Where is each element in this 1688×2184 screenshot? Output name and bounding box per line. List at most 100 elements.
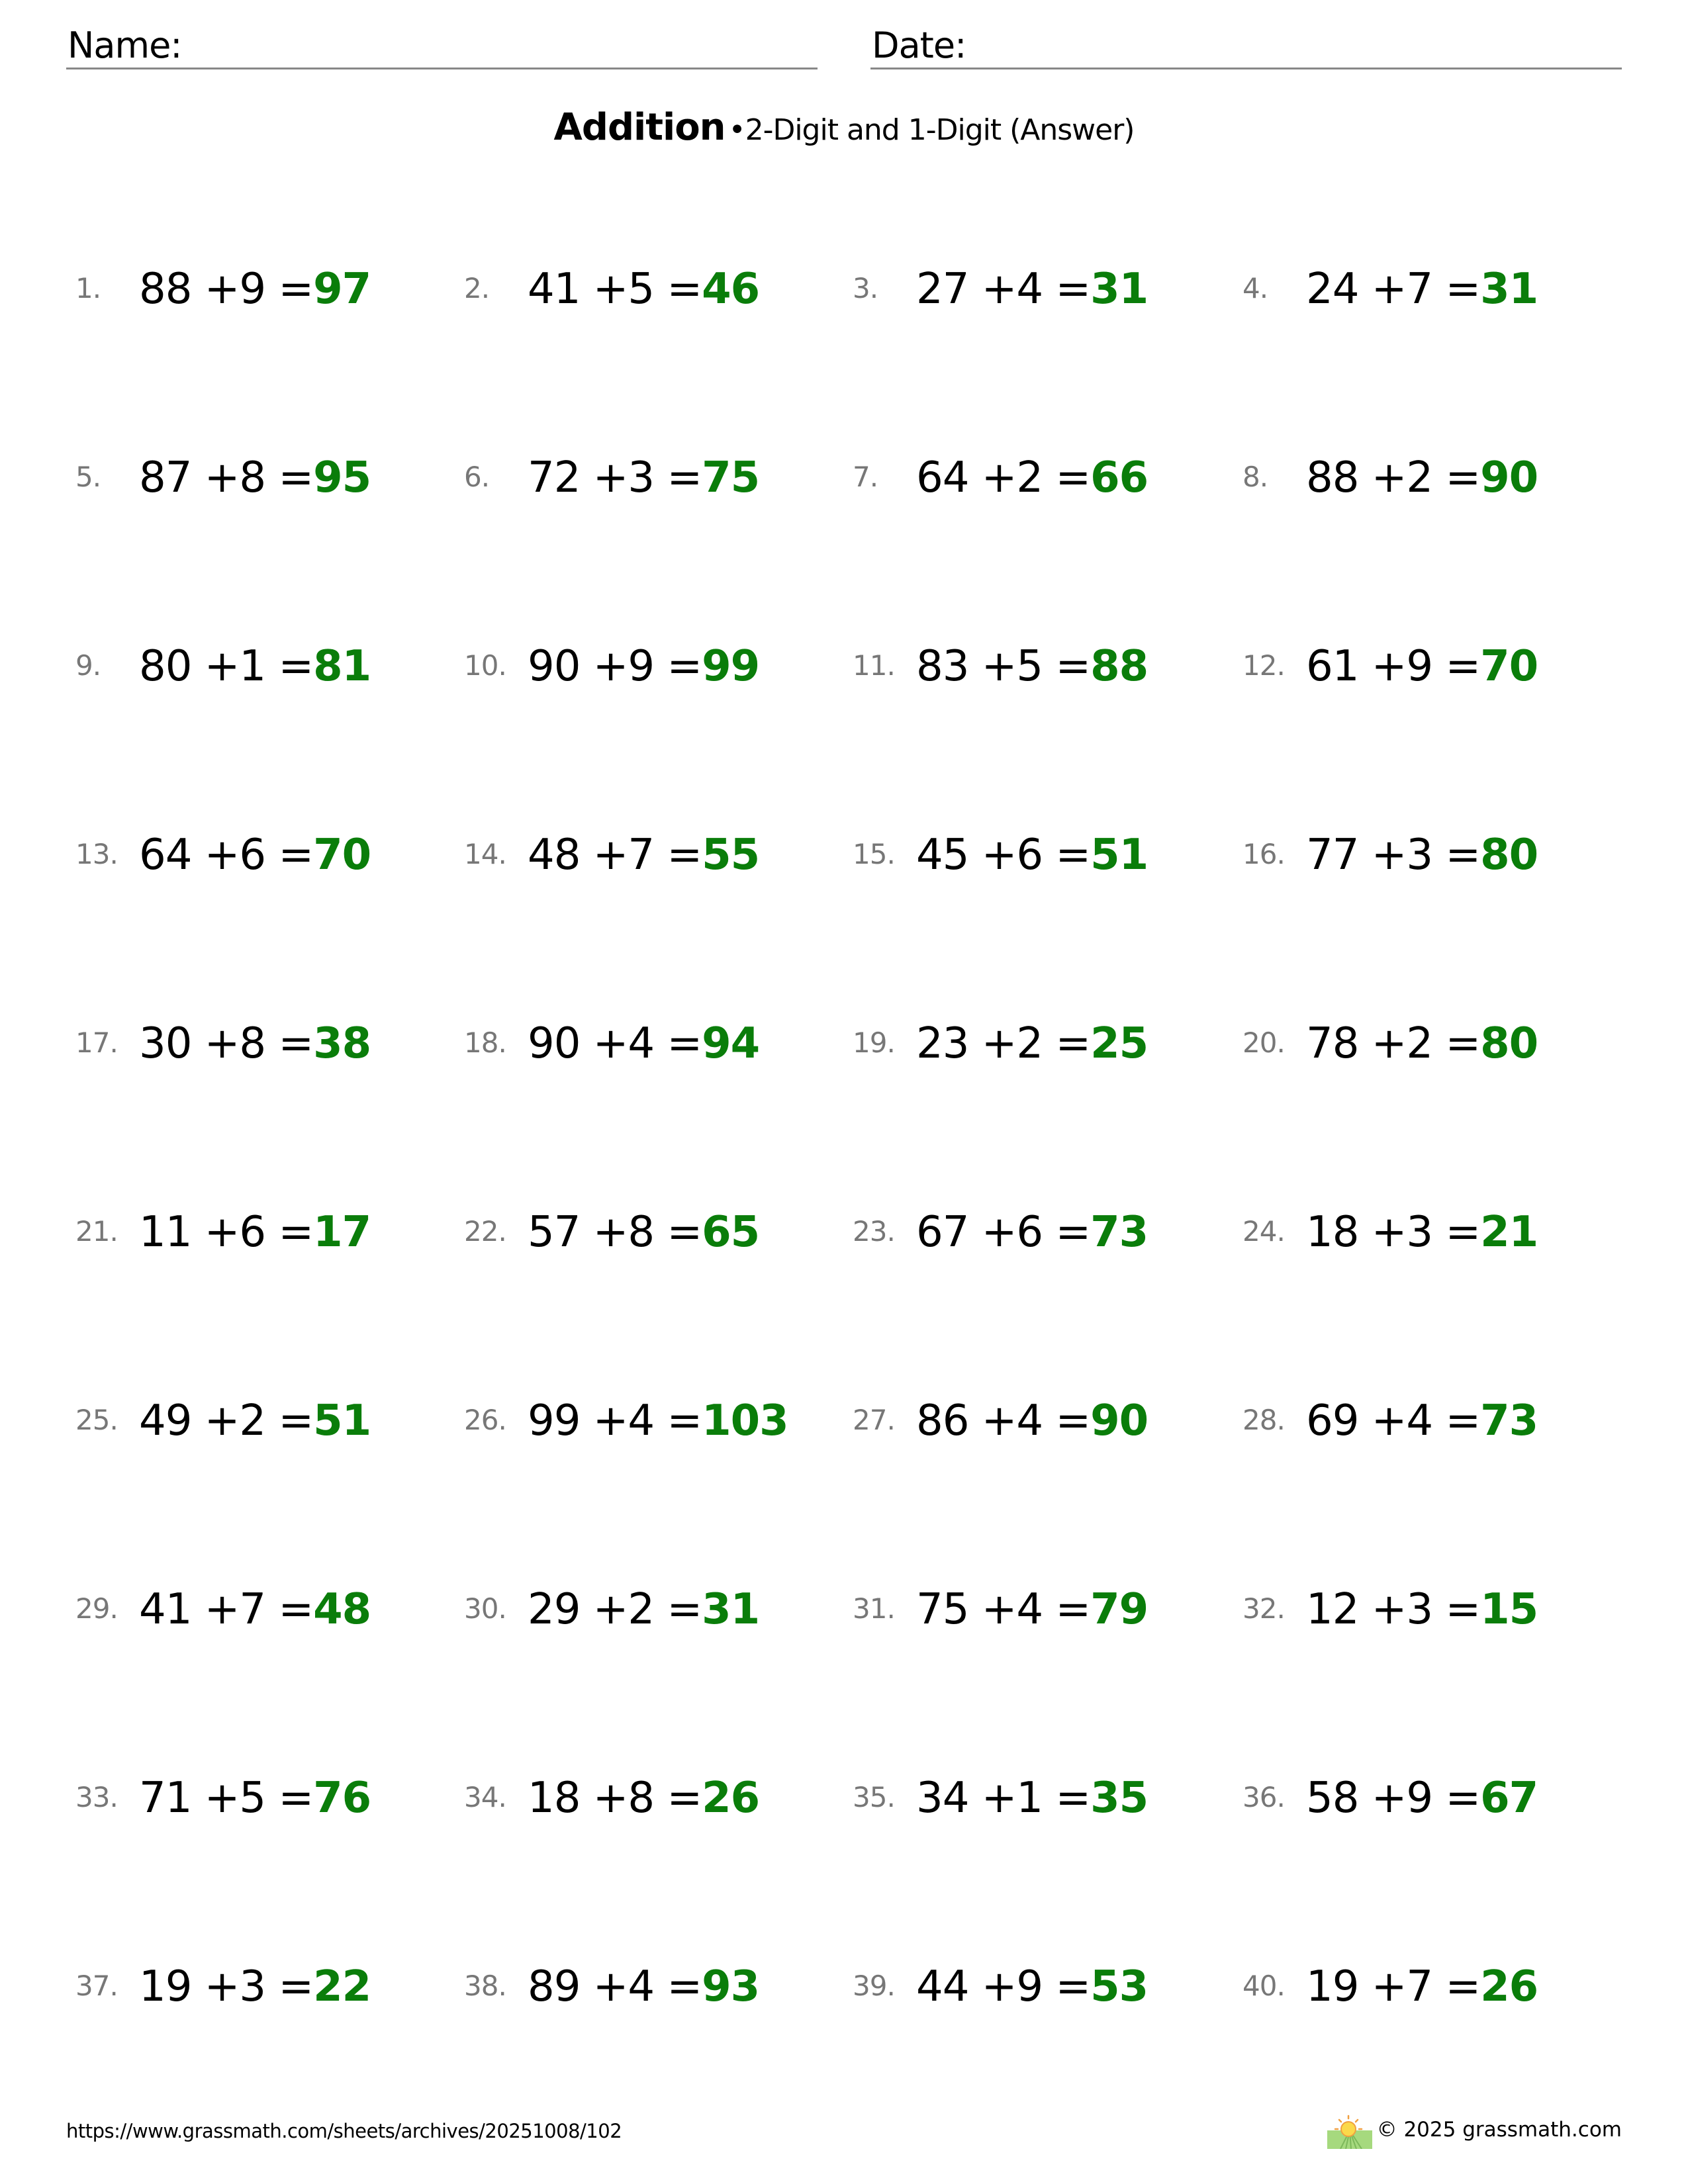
- equals-sign: =: [1445, 1962, 1481, 2011]
- addend-1: 57: [528, 1208, 581, 1257]
- addend-1: 12: [1306, 1585, 1359, 1634]
- problem-number: 26.: [464, 1404, 507, 1436]
- problem-number: 17.: [75, 1026, 118, 1059]
- date-field[interactable]: Date:: [870, 24, 1622, 69]
- plus-sign: +: [981, 1585, 1017, 1634]
- plus-sign: +: [981, 1774, 1017, 1823]
- answer: 53: [1090, 1962, 1149, 2011]
- addend-2: 5: [239, 1774, 266, 1823]
- equals-sign: =: [667, 642, 702, 691]
- equals-sign: =: [1445, 1774, 1481, 1823]
- addend-1: 23: [916, 1019, 969, 1068]
- addend-1: 48: [528, 831, 581, 880]
- plus-sign: +: [981, 453, 1017, 502]
- equals-sign: =: [667, 1396, 702, 1445]
- addend-1: 18: [528, 1774, 581, 1823]
- equals-sign: =: [1445, 1585, 1481, 1634]
- problem-number: 30.: [464, 1592, 507, 1625]
- plus-sign: +: [1371, 265, 1407, 314]
- plus-sign: +: [592, 1774, 629, 1823]
- plus-sign: +: [204, 831, 240, 880]
- problem-expression: 12 +3 =15: [1306, 1585, 1538, 1634]
- addend-1: 87: [139, 453, 192, 502]
- addend-1: 83: [916, 642, 969, 691]
- equals-sign: =: [278, 453, 314, 502]
- addend-1: 34: [916, 1774, 969, 1823]
- answer: 65: [702, 1208, 760, 1257]
- answer: 70: [313, 831, 371, 880]
- addend-2: 7: [1406, 1962, 1433, 2011]
- plus-sign: +: [1371, 453, 1407, 502]
- problem-number: 16.: [1243, 838, 1286, 870]
- addend-1: 88: [1306, 453, 1359, 502]
- answer: 90: [1480, 453, 1538, 502]
- problem-number: 12.: [1243, 649, 1286, 682]
- addend-2: 9: [1406, 1774, 1433, 1823]
- name-field[interactable]: Name:: [66, 24, 818, 69]
- problem-expression: 64 +6 =70: [139, 831, 371, 880]
- addend-2: 3: [1406, 831, 1433, 880]
- addend-2: 6: [239, 831, 266, 880]
- answer: 21: [1480, 1208, 1538, 1257]
- addend-1: 99: [528, 1396, 581, 1445]
- answer: 22: [313, 1962, 371, 2011]
- answer: 97: [313, 265, 371, 314]
- plus-sign: +: [1371, 1774, 1407, 1823]
- answer: 73: [1480, 1396, 1538, 1445]
- addend-1: 80: [139, 642, 192, 691]
- answer: 79: [1090, 1585, 1149, 1634]
- problem-number: 22.: [464, 1215, 507, 1248]
- problem-number: 33.: [75, 1781, 118, 1813]
- addend-2: 9: [628, 642, 655, 691]
- problem-number: 25.: [75, 1404, 118, 1436]
- addend-2: 9: [1016, 1962, 1043, 2011]
- addend-2: 3: [1406, 1208, 1433, 1257]
- addend-2: 2: [628, 1585, 655, 1634]
- addend-1: 29: [528, 1585, 581, 1634]
- addend-2: 8: [628, 1208, 655, 1257]
- answer: 80: [1480, 831, 1538, 880]
- plus-sign: +: [1371, 831, 1407, 880]
- plus-sign: +: [204, 642, 240, 691]
- plus-sign: +: [592, 642, 629, 691]
- plus-sign: +: [1371, 1396, 1407, 1445]
- problem-expression: 19 +3 =22: [139, 1962, 371, 2011]
- equals-sign: =: [667, 1208, 702, 1257]
- problem-expression: 86 +4 =90: [916, 1396, 1149, 1445]
- addend-2: 6: [1016, 1208, 1043, 1257]
- answer: 31: [702, 1585, 760, 1634]
- plus-sign: +: [981, 642, 1017, 691]
- problem-expression: 49 +2 =51: [139, 1396, 371, 1445]
- plus-sign: +: [1371, 642, 1407, 691]
- problem-expression: 87 +8 =95: [139, 453, 371, 502]
- problem-number: 40.: [1243, 1970, 1286, 2002]
- addend-1: 11: [139, 1208, 192, 1257]
- answer: 17: [313, 1208, 371, 1257]
- plus-sign: +: [1371, 1962, 1407, 2011]
- problem-number: 27.: [853, 1404, 896, 1436]
- problem-expression: 41 +5 =46: [528, 265, 760, 314]
- answer: 35: [1090, 1774, 1149, 1823]
- plus-sign: +: [981, 265, 1017, 314]
- addend-1: 30: [139, 1019, 192, 1068]
- addend-1: 77: [1306, 831, 1359, 880]
- equals-sign: =: [278, 1208, 314, 1257]
- addend-2: 5: [1016, 642, 1043, 691]
- equals-sign: =: [1445, 265, 1481, 314]
- addend-1: 44: [916, 1962, 969, 2011]
- answer: 99: [702, 642, 760, 691]
- addend-1: 78: [1306, 1019, 1359, 1068]
- answer: 80: [1480, 1019, 1538, 1068]
- addend-1: 86: [916, 1396, 969, 1445]
- equals-sign: =: [1055, 831, 1091, 880]
- addend-2: 2: [239, 1396, 266, 1445]
- problem-number: 3.: [853, 272, 878, 304]
- problem-number: 35.: [853, 1781, 896, 1813]
- problem-number: 23.: [853, 1215, 896, 1248]
- addend-1: 19: [139, 1962, 192, 2011]
- plus-sign: +: [1371, 1019, 1407, 1068]
- problem-expression: 88 +2 =90: [1306, 453, 1538, 502]
- addend-1: 27: [916, 265, 969, 314]
- problem-number: 9.: [75, 649, 101, 682]
- plus-sign: +: [592, 1585, 629, 1634]
